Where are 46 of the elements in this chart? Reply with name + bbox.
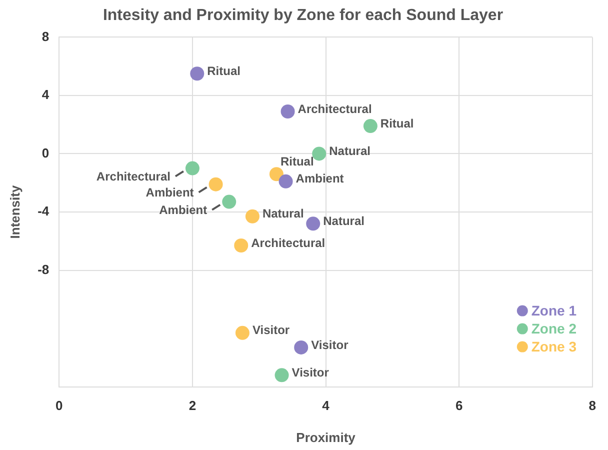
point [363,119,378,134]
data-label: Ambient [296,172,344,186]
point [235,326,250,340]
point [278,174,293,188]
x-tick-label: 2 [188,398,196,414]
data-label: Visitor [252,323,290,338]
point [190,66,204,81]
y-tick-label: 4 [42,87,50,102]
point [208,177,223,192]
point [245,209,260,224]
data-label: Architectural [298,102,372,116]
data-label: Visitor [292,365,330,380]
point [274,368,289,382]
point [312,146,326,161]
x-axis-title: Proximity [296,430,356,445]
data-label: Ambient [146,186,194,200]
data-label: Ritual [280,154,314,168]
data-label: Ritual [207,64,240,78]
data-label: Natural [323,214,364,228]
point [306,216,320,231]
y-tick-label: 0 [42,145,50,160]
point [185,161,200,176]
y-tick-label: -8 [38,262,50,277]
data-label: Visitor [311,338,349,352]
point [222,194,236,209]
legend-label: Zone 3 [531,338,577,355]
y-axis-title: Intensity [7,184,22,239]
legend-label: Zone 2 [531,320,577,337]
x-tick-label: 0 [56,398,63,414]
data-label: Ritual [380,116,414,130]
x-tick-label: 8 [588,398,596,414]
point [280,104,295,118]
chart-title: Intesity and Proximity by Zone for each Sound Layer [102,7,504,24]
point [294,340,308,354]
data-label: Natural [329,144,370,158]
x-tick-label: 6 [455,398,463,414]
point [269,167,284,182]
y-tick-label: -4 [38,204,50,219]
data-label: Ambient [159,203,208,218]
data-label: Natural [262,206,304,221]
legend-label: Zone 1 [531,302,577,319]
point [234,238,248,253]
data-label: Architectural [96,170,170,184]
x-tick-label: 4 [322,398,330,414]
y-tick-label: 8 [42,28,50,44]
data-label: Architectural [251,236,326,250]
